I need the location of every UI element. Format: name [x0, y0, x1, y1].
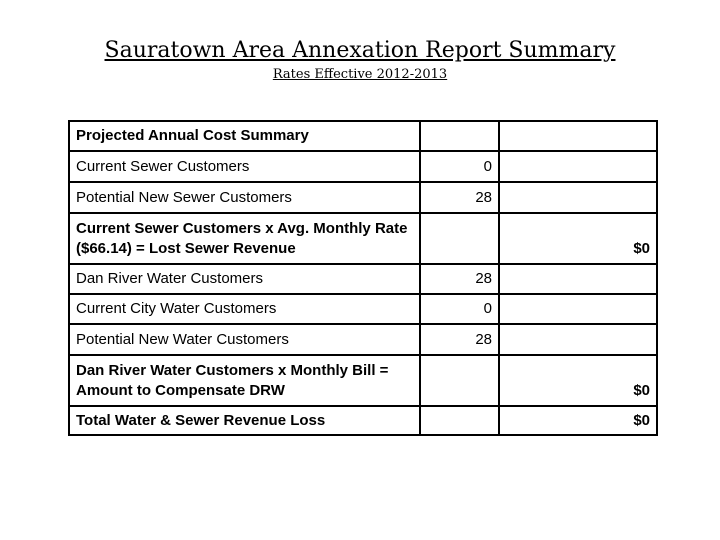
slide-subtitle: Rates Effective 2012-2013: [272, 67, 448, 82]
row-label-cell: Total Water & Sewer Revenue Loss: [68, 405, 421, 436]
row-amount-cell: [498, 323, 658, 356]
row-count-cell: [419, 405, 500, 436]
row-label-cell: Potential New Water Customers: [68, 323, 421, 356]
row-label-cell: Current City Water Customers: [68, 293, 421, 325]
row-count-cell: 28: [419, 323, 500, 356]
row-amount-cell: [498, 263, 658, 295]
table-row: Potential New Sewer Customers 28: [68, 181, 658, 214]
row-count-cell: 28: [419, 263, 500, 295]
table-row: Current Sewer Customers x Avg. Monthly R…: [68, 212, 658, 265]
row-count-cell: 0: [419, 293, 500, 325]
row-amount-cell: $0: [498, 354, 658, 407]
table-row: Dan River Water Customers x Monthly Bill…: [68, 354, 658, 407]
row-amount-cell: [498, 181, 658, 214]
table-row: Current Sewer Customers 0: [68, 150, 658, 183]
table-row: Projected Annual Cost Summary: [68, 120, 658, 152]
row-label-cell: Projected Annual Cost Summary: [68, 120, 421, 152]
row-amount-cell: $0: [498, 212, 658, 265]
row-count-cell: 28: [419, 181, 500, 214]
row-label-cell: Current Sewer Customers: [68, 150, 421, 183]
table-row: Potential New Water Customers 28: [68, 323, 658, 356]
row-count-cell: 0: [419, 150, 500, 183]
row-amount-cell: $0: [498, 405, 658, 436]
table-row: Dan River Water Customers 28: [68, 263, 658, 295]
slide-title: Sauratown Area Annexation Report Summary: [104, 38, 616, 63]
row-count-cell: [419, 354, 500, 407]
row-amount-cell: [498, 293, 658, 325]
row-amount-cell: [498, 120, 658, 152]
row-label-cell: Dan River Water Customers x Monthly Bill…: [68, 354, 421, 407]
table-row: Current City Water Customers 0: [68, 293, 658, 325]
annexation-report-table: Projected Annual Cost Summary Current Se…: [68, 120, 658, 436]
row-count-cell: [419, 212, 500, 265]
row-label-cell: Dan River Water Customers: [68, 263, 421, 295]
row-count-cell: [419, 120, 500, 152]
table-row: Total Water & Sewer Revenue Loss $0: [68, 405, 658, 436]
row-label-cell: Potential New Sewer Customers: [68, 181, 421, 214]
row-label-cell: Current Sewer Customers x Avg. Monthly R…: [68, 212, 421, 265]
row-amount-cell: [498, 150, 658, 183]
